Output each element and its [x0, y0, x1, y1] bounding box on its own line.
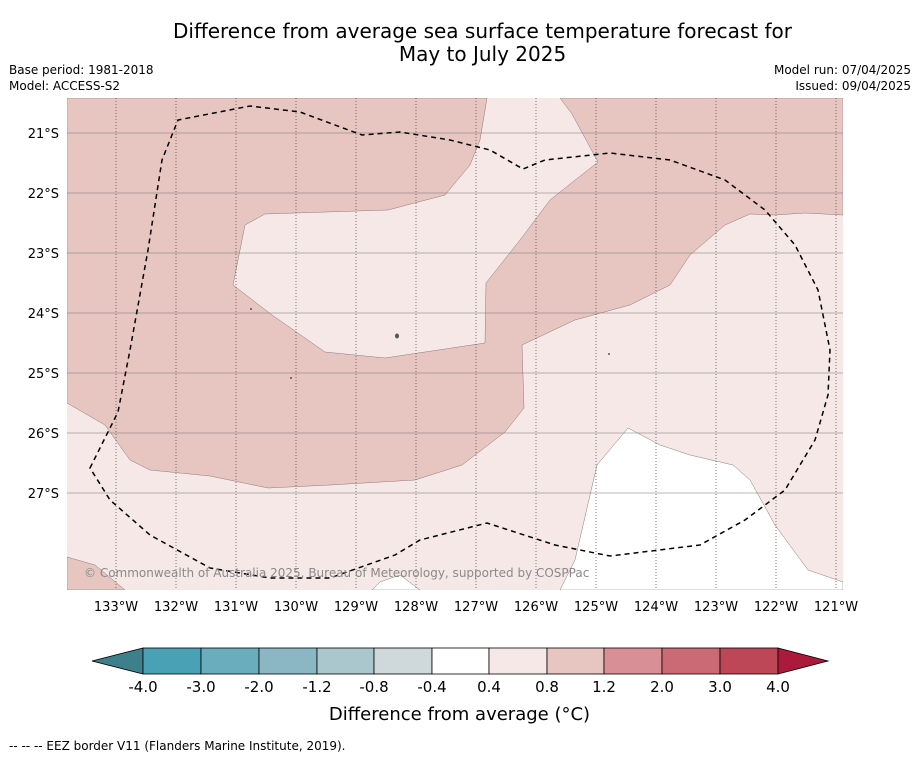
island-marker [395, 333, 399, 339]
longitude-label: 131°W [214, 600, 258, 615]
colorbar-tick-label: -3.0 [186, 678, 215, 696]
colorbar-segment [373, 647, 433, 675]
longitude-label: 130°W [274, 600, 318, 615]
colorbar-tick-label: -1.2 [302, 678, 331, 696]
longitude-label: 123°W [694, 600, 738, 615]
model-run: Model run: 07/04/2025 [773, 63, 911, 77]
model-name: Model: ACCESS-S2 [9, 79, 121, 93]
colorbar-segment [661, 647, 721, 675]
graticule [67, 98, 843, 590]
colorbar: -4.0 -3.0 -2.0 -1.2 -0.8 -0.4 0.4 0.8 1.2 2.0 3.0 4… [91, 647, 830, 696]
meta-right: Model run: 07/04/2025 Issued: 09/04/2025 [774, 62, 911, 94]
island-marker [608, 353, 610, 355]
colorbar-segment [488, 647, 548, 675]
latitude-label: 24°S [28, 307, 59, 322]
longitude-label: 122°W [754, 600, 798, 615]
colorbar-tick-label: 2.0 [650, 678, 674, 696]
longitude-label: 132°W [154, 600, 198, 615]
longitude-label: 125°W [574, 600, 618, 615]
island-marker [250, 308, 252, 310]
island-marker [290, 377, 292, 379]
longitude-label: 127°W [454, 600, 498, 615]
region-neutral-southcenter [371, 574, 421, 590]
colorbar-tick-label: 0.4 [477, 678, 501, 696]
longitude-label: 133°W [94, 600, 138, 615]
colorbar-segment [200, 647, 260, 675]
meta-left: Base period: 1981-2018 Model: ACCESS-S2 [9, 62, 154, 94]
colorbar-tick-label: 1.2 [592, 678, 616, 696]
colorbar-tick-label: 3.0 [708, 678, 732, 696]
colorbar-segment [431, 647, 490, 675]
colorbar-segment [719, 647, 779, 675]
copyright-text: © Commonwealth of Australia 2025, Bureau… [84, 566, 589, 580]
colorbar-tick-label: 0.8 [535, 678, 559, 696]
colorbar-min-extension [91, 647, 144, 675]
region-0-8-1-2-southwest [67, 556, 126, 590]
eez-legend-text: -- -- -- EEZ border V11 (Flanders Marine… [9, 739, 346, 753]
longitude-label: 128°W [394, 600, 438, 615]
latitude-label: 22°S [28, 187, 59, 202]
colorbar-segment [316, 647, 375, 675]
latitude-label: 27°S [28, 487, 59, 502]
base-period: Base period: 1981-2018 [9, 63, 154, 77]
latitude-label: 23°S [28, 247, 59, 262]
colorbar-title: Difference from average (°C) [328, 704, 591, 725]
colorbar-segment [258, 647, 318, 675]
longitude-label: 126°W [514, 600, 558, 615]
colorbar-max-extension [777, 647, 830, 675]
issued-date: Issued: 09/04/2025 [795, 79, 911, 93]
colorbar-segment [142, 647, 202, 675]
colorbar-segment [546, 647, 605, 675]
latitude-label: 25°S [28, 367, 59, 382]
latitude-label: 21°S [28, 127, 59, 142]
longitude-label: 129°W [334, 600, 378, 615]
colorbar-tick-label: -0.8 [359, 678, 388, 696]
title-line-1: Difference from average sea surface temp… [172, 19, 792, 43]
eez-border [89, 105, 831, 579]
latitude-labels: 21°S 22°S 23°S 24°S 25°S 26°S 27°S [28, 127, 59, 502]
colorbar-tick-label: -2.0 [244, 678, 273, 696]
colorbar-tick-label: -0.4 [417, 678, 446, 696]
colorbar-segment [603, 647, 663, 675]
region-0-8-1-2-west [67, 98, 843, 489]
longitude-label: 121°W [814, 600, 858, 615]
longitude-labels: 133°W 132°W 131°W 130°W 129°W 128°W 127°W 126°W… [94, 600, 858, 615]
latitude-label: 26°S [28, 427, 59, 442]
contour-regions [67, 98, 843, 590]
colorbar-tick-label: -4.0 [128, 678, 157, 696]
title-line-2: May to July 2025 [398, 42, 567, 66]
longitude-label: 124°W [634, 600, 678, 615]
region-neutral-south [559, 427, 843, 590]
colorbar-tick-label: 4.0 [766, 678, 790, 696]
